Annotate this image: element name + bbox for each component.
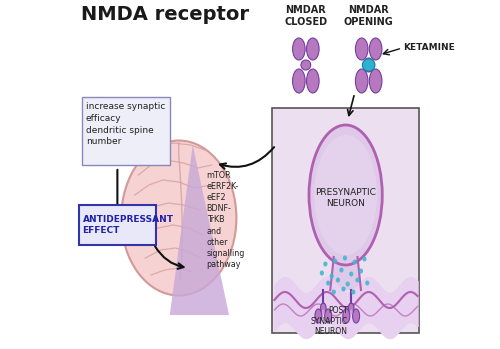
Text: increase synaptic
efficacy
dendritic spine
number: increase synaptic efficacy dendritic spi… [86,102,166,146]
Bar [82,97,170,165]
Circle shape [362,59,375,71]
Ellipse shape [301,60,310,70]
Ellipse shape [352,260,357,265]
Ellipse shape [356,277,360,282]
Ellipse shape [340,267,344,273]
Ellipse shape [306,69,319,93]
Ellipse shape [364,58,374,72]
Ellipse shape [350,310,352,314]
Ellipse shape [349,272,354,276]
Ellipse shape [320,270,324,275]
Ellipse shape [359,268,363,274]
Ellipse shape [348,303,354,313]
Text: POST
SYNAPTIC
NEURON: POST SYNAPTIC NEURON [310,306,348,336]
Ellipse shape [326,281,330,285]
Ellipse shape [322,310,324,314]
Ellipse shape [306,38,319,60]
Ellipse shape [314,135,377,255]
Text: NMDAR
CLOSED: NMDAR CLOSED [284,5,328,27]
Ellipse shape [365,281,370,285]
Ellipse shape [356,69,368,93]
Ellipse shape [342,287,345,291]
Ellipse shape [351,290,356,295]
Bar [79,205,156,245]
Ellipse shape [343,255,347,260]
Ellipse shape [292,69,305,93]
Ellipse shape [320,303,326,313]
Ellipse shape [333,259,337,263]
Polygon shape [170,145,229,315]
Ellipse shape [343,309,350,323]
Ellipse shape [121,141,236,296]
Bar [272,108,419,333]
Ellipse shape [309,125,382,265]
Ellipse shape [324,261,328,267]
Text: ANTIDEPRESSANT
EFFECT: ANTIDEPRESSANT EFFECT [82,215,174,235]
Ellipse shape [315,309,322,323]
Ellipse shape [324,309,332,323]
Ellipse shape [356,38,368,60]
Polygon shape [330,257,361,290]
Ellipse shape [332,290,336,295]
Ellipse shape [362,257,366,261]
Text: KETAMINE: KETAMINE [404,44,456,52]
Ellipse shape [370,38,382,60]
Text: mTOR
eERF2K-
eEF2
BDNF-
TrKB
and
other
signalling
pathway: mTOR eERF2K- eEF2 BDNF- TrKB and other s… [206,171,245,269]
Ellipse shape [346,282,350,287]
Ellipse shape [292,38,305,60]
Ellipse shape [330,274,334,279]
Ellipse shape [352,309,360,323]
Ellipse shape [336,277,340,282]
Text: NMDA receptor: NMDA receptor [81,5,249,24]
Text: NMDAR
OPENING: NMDAR OPENING [344,5,394,27]
Text: PRESYNAPTIC
NEURON: PRESYNAPTIC NEURON [315,188,376,208]
Ellipse shape [370,69,382,93]
